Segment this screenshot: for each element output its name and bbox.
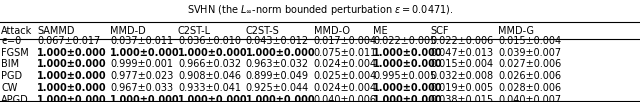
- Text: ME: ME: [373, 26, 388, 36]
- Text: Attack: Attack: [1, 26, 33, 36]
- Text: 0.027±0.006: 0.027±0.006: [498, 59, 561, 69]
- Text: 0.022±0.006: 0.022±0.006: [430, 36, 493, 46]
- Text: CW: CW: [1, 83, 18, 93]
- Text: 1.000±0.000: 1.000±0.000: [37, 48, 107, 58]
- Text: 1.000±0.000: 1.000±0.000: [110, 95, 180, 102]
- Text: MMD-G: MMD-G: [498, 26, 534, 36]
- Text: 0.899±0.049: 0.899±0.049: [246, 71, 308, 81]
- Text: BIM: BIM: [1, 59, 19, 69]
- Text: 0.015±0.004: 0.015±0.004: [430, 59, 493, 69]
- Text: SVHN (the $L_\infty$-norm bounded perturbation $\epsilon = 0.0471$).: SVHN (the $L_\infty$-norm bounded pertur…: [187, 3, 453, 17]
- Text: 0.040±0.007: 0.040±0.007: [498, 95, 561, 102]
- Text: 0.966±0.032: 0.966±0.032: [178, 59, 241, 69]
- Text: 0.977±0.023: 0.977±0.023: [110, 71, 173, 81]
- Text: 0.025±0.004: 0.025±0.004: [314, 71, 377, 81]
- Text: 0.037±0.011: 0.037±0.011: [110, 36, 173, 46]
- Text: 0.028±0.006: 0.028±0.006: [498, 83, 561, 93]
- Text: PGD: PGD: [1, 71, 22, 81]
- Text: APGD: APGD: [1, 95, 29, 102]
- Text: 0.963±0.032: 0.963±0.032: [246, 59, 309, 69]
- Text: SAMMD: SAMMD: [37, 26, 75, 36]
- Text: 0.036±0.010: 0.036±0.010: [178, 36, 241, 46]
- Text: SCF: SCF: [430, 26, 449, 36]
- Text: 0.995±0.005: 0.995±0.005: [373, 71, 436, 81]
- Text: 1.000±0.000: 1.000±0.000: [37, 59, 107, 69]
- Text: 0.047±0.013: 0.047±0.013: [430, 48, 493, 58]
- Text: 1.000±0.000: 1.000±0.000: [373, 59, 443, 69]
- Text: 0.022±0.005: 0.022±0.005: [373, 36, 436, 46]
- Text: 1.000±0.000: 1.000±0.000: [373, 48, 443, 58]
- Text: 0.908±0.046: 0.908±0.046: [178, 71, 241, 81]
- Text: 1.000±0.000: 1.000±0.000: [246, 95, 316, 102]
- Text: MMD-O: MMD-O: [314, 26, 349, 36]
- Text: 1.000±0.000: 1.000±0.000: [178, 48, 248, 58]
- Text: 1.000±0.000: 1.000±0.000: [110, 48, 180, 58]
- Text: 0.925±0.044: 0.925±0.044: [246, 83, 309, 93]
- Text: 0.017±0.004: 0.017±0.004: [314, 36, 377, 46]
- Text: C2ST-L: C2ST-L: [178, 26, 211, 36]
- Text: 0.999±0.001: 0.999±0.001: [110, 59, 173, 69]
- Text: 0.038±0.015: 0.038±0.015: [430, 95, 493, 102]
- Text: C2ST-S: C2ST-S: [246, 26, 280, 36]
- Text: 0.933±0.041: 0.933±0.041: [178, 83, 241, 93]
- Text: 1.000±0.000: 1.000±0.000: [37, 71, 107, 81]
- Text: 0.040±0.006: 0.040±0.006: [314, 95, 376, 102]
- Text: MMD-D: MMD-D: [110, 26, 146, 36]
- Text: FGSM: FGSM: [1, 48, 29, 58]
- Text: 1.000±0.000: 1.000±0.000: [178, 95, 248, 102]
- Text: 1.000±0.000: 1.000±0.000: [37, 95, 107, 102]
- Text: 0.039±0.007: 0.039±0.007: [498, 48, 561, 58]
- Text: 0.032±0.008: 0.032±0.008: [430, 71, 493, 81]
- Text: 1.000±0.000: 1.000±0.000: [246, 48, 316, 58]
- Text: 0.024±0.004: 0.024±0.004: [314, 59, 377, 69]
- Text: 0.067±0.017: 0.067±0.017: [37, 36, 100, 46]
- Text: 0.024±0.004: 0.024±0.004: [314, 83, 377, 93]
- Text: 0.043±0.012: 0.043±0.012: [246, 36, 309, 46]
- Text: 1.000±0.000: 1.000±0.000: [373, 95, 443, 102]
- Text: ϵ=0: ϵ=0: [1, 36, 22, 46]
- Text: 0.075±0.011: 0.075±0.011: [314, 48, 377, 58]
- Text: 1.000±0.000: 1.000±0.000: [373, 83, 443, 93]
- Text: 0.026±0.006: 0.026±0.006: [498, 71, 561, 81]
- Text: 1.000±0.000: 1.000±0.000: [37, 83, 107, 93]
- Text: 0.967±0.033: 0.967±0.033: [110, 83, 173, 93]
- Text: 0.015±0.004: 0.015±0.004: [498, 36, 561, 46]
- Text: 0.019±0.005: 0.019±0.005: [430, 83, 493, 93]
